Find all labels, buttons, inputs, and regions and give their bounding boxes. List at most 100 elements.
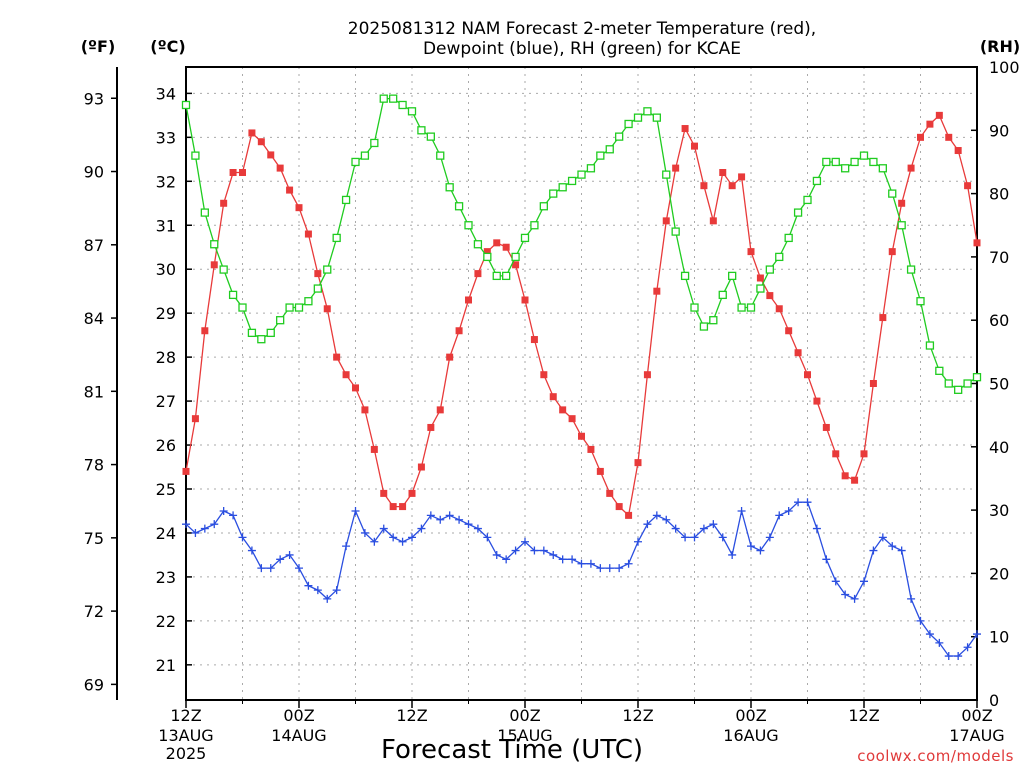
rh-point — [822, 157, 831, 167]
temperature-point — [248, 129, 256, 137]
rh-point — [266, 328, 275, 338]
temperature-point — [210, 261, 218, 269]
rh-point — [191, 151, 200, 160]
temperature-point — [907, 164, 915, 172]
x-tick-label-date: 15AUG — [497, 726, 552, 745]
rh-point — [473, 240, 483, 249]
temperature-point — [352, 384, 359, 392]
temperature-point — [888, 248, 896, 256]
temperature-point — [191, 415, 199, 423]
temperature-point — [417, 463, 425, 471]
rh-point — [228, 290, 238, 300]
fahrenheit-tick-label: 69 — [84, 675, 104, 694]
temperature-point — [869, 380, 877, 387]
dewpoint-point — [756, 546, 765, 555]
celsius-tick-label: 26 — [156, 436, 176, 455]
dewpoint-point — [257, 564, 266, 573]
rh-point — [567, 176, 577, 186]
rh-point — [257, 335, 266, 344]
temperature-point — [775, 305, 783, 313]
dewpoint-point — [794, 498, 803, 507]
temperature-point — [229, 169, 237, 176]
rh-unit-label: (RH) — [980, 37, 1020, 56]
temperature-point — [653, 287, 661, 295]
rh-point — [511, 252, 520, 262]
temperature-point — [964, 182, 972, 190]
celsius-tick-label: 30 — [156, 260, 176, 279]
rh-point — [699, 322, 709, 331]
credit-text: coolwx.com/models — [857, 747, 1014, 765]
fahrenheit-tick-label: 75 — [84, 529, 104, 548]
x-tick-label-time: 00Z — [509, 706, 540, 725]
temperature-point — [851, 476, 859, 484]
dewpoint-point — [191, 528, 200, 537]
temperature-point — [860, 450, 868, 458]
dewpoint-point — [690, 533, 699, 542]
celsius-tick-label: 23 — [156, 568, 176, 587]
rh-point — [577, 170, 586, 179]
rh-point — [596, 151, 605, 160]
rh-point — [709, 316, 718, 325]
dewpoint-point — [483, 533, 492, 542]
dewpoint-point — [445, 511, 454, 520]
rh-point — [897, 221, 906, 230]
rh-point — [859, 151, 869, 160]
dewpoint-point — [558, 555, 567, 564]
temperature-point — [813, 397, 821, 405]
temperature-point — [643, 371, 651, 379]
dewpoint-point — [615, 564, 624, 573]
rh-point — [765, 265, 774, 274]
temperature-point — [973, 239, 981, 247]
temperature-point — [399, 503, 407, 511]
temperature-point — [540, 371, 548, 379]
dewpoint-point — [210, 520, 219, 529]
rh-point — [963, 379, 972, 388]
dewpoint-point — [285, 550, 294, 559]
dewpoint-point — [747, 542, 755, 551]
rh-point — [869, 157, 878, 167]
temperature-point — [361, 406, 369, 414]
temperature-point — [681, 125, 689, 133]
fahrenheit-tick-label: 81 — [84, 382, 104, 401]
celsius-tick-label: 28 — [156, 348, 176, 367]
rh-point — [728, 271, 737, 281]
rh-point — [445, 183, 454, 192]
dewpoint-point — [822, 555, 831, 564]
dewpoint-point — [417, 524, 426, 533]
temperature-point — [728, 182, 736, 190]
rh-point — [652, 113, 661, 122]
rh-point — [812, 176, 822, 186]
x-tick-label-date: 17AUG — [949, 726, 1004, 745]
temperature-point — [276, 164, 284, 172]
rh-point — [351, 157, 360, 167]
dewpoint-point — [662, 515, 671, 524]
temperature-point — [662, 217, 670, 225]
dewpoint-point — [455, 515, 464, 524]
rh-point — [323, 265, 332, 274]
data-series — [181, 94, 982, 661]
celsius-unit-label: (ºC) — [150, 37, 185, 56]
temperature-point — [502, 243, 510, 251]
temperature-point — [474, 270, 482, 278]
dewpoint-point — [247, 546, 256, 555]
dewpoint-point — [634, 537, 642, 546]
rh-point — [793, 208, 803, 217]
rh-tick-label: 50 — [989, 375, 1009, 394]
dewpoint-point — [530, 546, 539, 555]
rh-point — [944, 379, 953, 388]
dewpoint-point — [229, 511, 238, 520]
dewpoint-point — [351, 506, 360, 515]
temperature-point — [672, 164, 680, 172]
rh-point — [935, 366, 944, 375]
rh-point — [200, 208, 209, 217]
rh-point — [210, 240, 219, 249]
dewpoint-point — [841, 590, 850, 599]
temperature-point — [954, 147, 962, 155]
dewpoint-point — [596, 564, 605, 573]
rh-point — [332, 233, 341, 243]
dewpoint-point — [360, 528, 369, 537]
rh-point — [370, 138, 379, 148]
rh-point — [426, 132, 435, 141]
rh-point — [360, 151, 370, 160]
dewpoint-point — [549, 550, 558, 559]
